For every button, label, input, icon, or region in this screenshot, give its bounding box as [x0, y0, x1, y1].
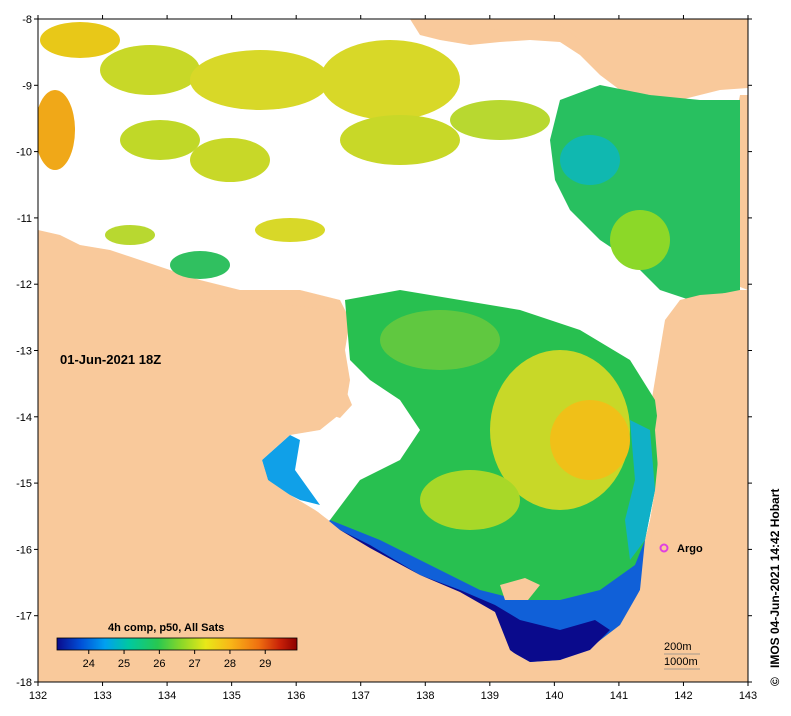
contour-legend: 200m 1000m [664, 641, 700, 670]
x-tick-label: 140 [545, 690, 563, 702]
sst-warm-patch-south [420, 470, 520, 530]
x-tick-label: 143 [739, 690, 757, 702]
map-plot-area [38, 19, 748, 682]
x-tick-label: 142 [674, 690, 692, 702]
legend-tick-label: 26 [153, 658, 165, 670]
groote-eylandt-land [320, 388, 352, 418]
y-tick-label: -13 [16, 346, 32, 358]
y-tick-label: -10 [16, 147, 32, 159]
legend-ticks: 24 25 26 27 28 29 [83, 650, 271, 670]
contour-label-200m: 200m [664, 641, 692, 653]
y-tick-label: -12 [16, 279, 32, 291]
legend-title: 4h comp, p50, All Sats [108, 622, 224, 634]
northern-land [410, 19, 748, 50]
sst-field-west-coast [262, 435, 320, 505]
legend-colour-bar [56, 637, 298, 651]
map-date-label: 01-Jun-2021 18Z [60, 352, 161, 367]
y-axis: -8 -9 -10 -11 -12 -13 -14 -15 -16 -17 -18 [16, 14, 752, 689]
sst-field-east-cool [625, 420, 655, 560]
x-tick-label: 141 [610, 690, 628, 702]
sst-colour-legend: 4h comp, p50, All Sats 24 25 26 27 28 29 [56, 622, 298, 670]
x-tick-label: 136 [287, 690, 305, 702]
x-axis: 132 133 134 135 136 137 138 139 140 141 142 143 [29, 15, 757, 702]
imos-credit: IMOS 04-Jun-2021 14:42 Hobart [768, 489, 782, 668]
legend-tick-label: 29 [259, 658, 271, 670]
y-tick-label: -16 [16, 544, 32, 556]
y-tick-label: -17 [16, 611, 32, 623]
copyright-icon: © [768, 677, 782, 686]
contour-label-1000m: 1000m [664, 656, 698, 668]
sst-hot-core [550, 400, 630, 480]
x-tick-label: 138 [416, 690, 434, 702]
y-tick-label: -8 [22, 14, 32, 26]
argo-marker-icon[interactable] [659, 543, 669, 553]
sst-field-south-coldest [318, 525, 610, 662]
x-tick-label: 137 [352, 690, 370, 702]
sst-warm-patch-ne [610, 210, 670, 270]
y-tick-label: -15 [16, 478, 32, 490]
credit-block: © IMOS 04-Jun-2021 14:42 Hobart [768, 489, 782, 686]
sst-mid-patch [380, 310, 500, 370]
argo-marker[interactable]: Argo [659, 543, 703, 555]
x-tick-label: 139 [481, 690, 499, 702]
sst-field-north [38, 22, 550, 279]
y-tick-label: -9 [22, 80, 32, 92]
mornington-island-land [500, 578, 540, 600]
sst-cool-patch-ne [560, 135, 620, 185]
x-tick-label: 135 [222, 690, 240, 702]
legend-tick-label: 25 [118, 658, 130, 670]
western-land-arnhem [38, 285, 748, 682]
y-tick-label: -11 [17, 213, 32, 225]
legend-tick-label: 27 [189, 658, 201, 670]
x-tick-label: 132 [29, 690, 47, 702]
legend-tick-label: 24 [83, 658, 95, 670]
argo-marker-label: Argo [677, 543, 703, 555]
y-tick-label: -14 [16, 412, 32, 424]
x-tick-label: 133 [93, 690, 111, 702]
y-tick-label: -18 [16, 677, 32, 689]
legend-tick-label: 28 [224, 658, 236, 670]
x-tick-label: 134 [158, 690, 176, 702]
sst-field-south-cold [320, 520, 645, 662]
